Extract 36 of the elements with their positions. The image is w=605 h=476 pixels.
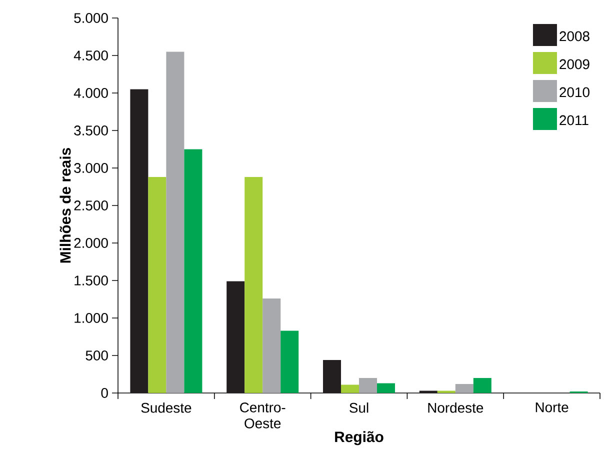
bar bbox=[226, 281, 245, 393]
y-tick-label: 0 bbox=[101, 388, 108, 398]
y-tick-label: 4.000 bbox=[74, 88, 108, 98]
y-tick-label: 2.500 bbox=[74, 200, 108, 210]
legend-label: 2011 bbox=[560, 115, 588, 126]
x-axis-title: Região bbox=[335, 431, 384, 446]
legend-label: 2008 bbox=[560, 31, 590, 42]
legend-label: 2010 bbox=[560, 87, 590, 98]
y-tick-label: 3.500 bbox=[74, 126, 108, 136]
y-tick-label: 3.000 bbox=[74, 163, 108, 173]
y-tick-label: 500 bbox=[86, 350, 108, 360]
bar bbox=[323, 360, 341, 393]
y-tick-label: 1.500 bbox=[74, 276, 108, 286]
y-tick-label: 2.000 bbox=[74, 238, 108, 248]
bar bbox=[341, 384, 359, 393]
x-tick-label: Sul bbox=[350, 402, 368, 413]
y-tick-label: 1.000 bbox=[74, 313, 108, 323]
bar bbox=[280, 330, 299, 393]
bar bbox=[473, 378, 492, 393]
bar bbox=[359, 378, 377, 393]
x-tick-label: Sudeste bbox=[141, 402, 192, 413]
bar bbox=[166, 52, 184, 393]
y-tick-label: 4.500 bbox=[74, 50, 108, 60]
bar bbox=[377, 383, 395, 393]
x-tick-label: Centro-Oeste bbox=[240, 402, 286, 428]
y-axis-title: Milhões de reais bbox=[60, 148, 71, 263]
bar bbox=[130, 89, 148, 393]
x-tick-label: Nordeste bbox=[428, 402, 484, 413]
x-tick-label: Norte bbox=[536, 402, 568, 412]
bar bbox=[455, 384, 474, 393]
y-tick-label: 5.000 bbox=[74, 13, 108, 23]
bar bbox=[148, 177, 166, 393]
bar bbox=[244, 177, 263, 393]
legend-label: 2009 bbox=[560, 59, 590, 70]
bar bbox=[262, 298, 281, 393]
bar bbox=[184, 149, 202, 393]
